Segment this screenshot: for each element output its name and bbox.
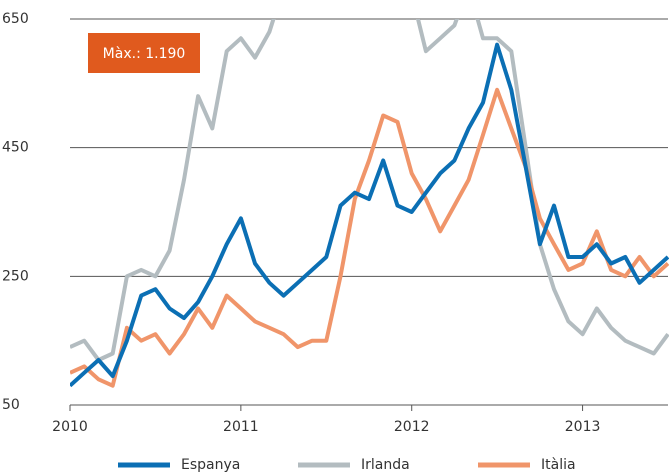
legend-label: Itàlia <box>541 457 576 473</box>
x-tick-label: 2011 <box>223 419 259 435</box>
series-line <box>70 19 669 362</box>
y-tick-label: 250 <box>2 268 29 284</box>
series-line <box>70 87 669 388</box>
x-tick-label: 2010 <box>52 419 88 435</box>
series-line <box>70 42 669 388</box>
y-tick-label: 50 <box>2 397 20 413</box>
y-tick-label: 650 <box>2 11 29 27</box>
annotation-box <box>88 33 200 73</box>
plot-area <box>70 19 669 388</box>
legend-label: Irlanda <box>361 457 410 473</box>
annotation: Màx.: 1.190 <box>103 46 186 62</box>
x-tick-label: 2012 <box>394 419 430 435</box>
legend-label: Espanya <box>181 457 240 473</box>
y-tick-label: 450 <box>2 140 29 156</box>
x-tick-label: 2013 <box>565 419 601 435</box>
